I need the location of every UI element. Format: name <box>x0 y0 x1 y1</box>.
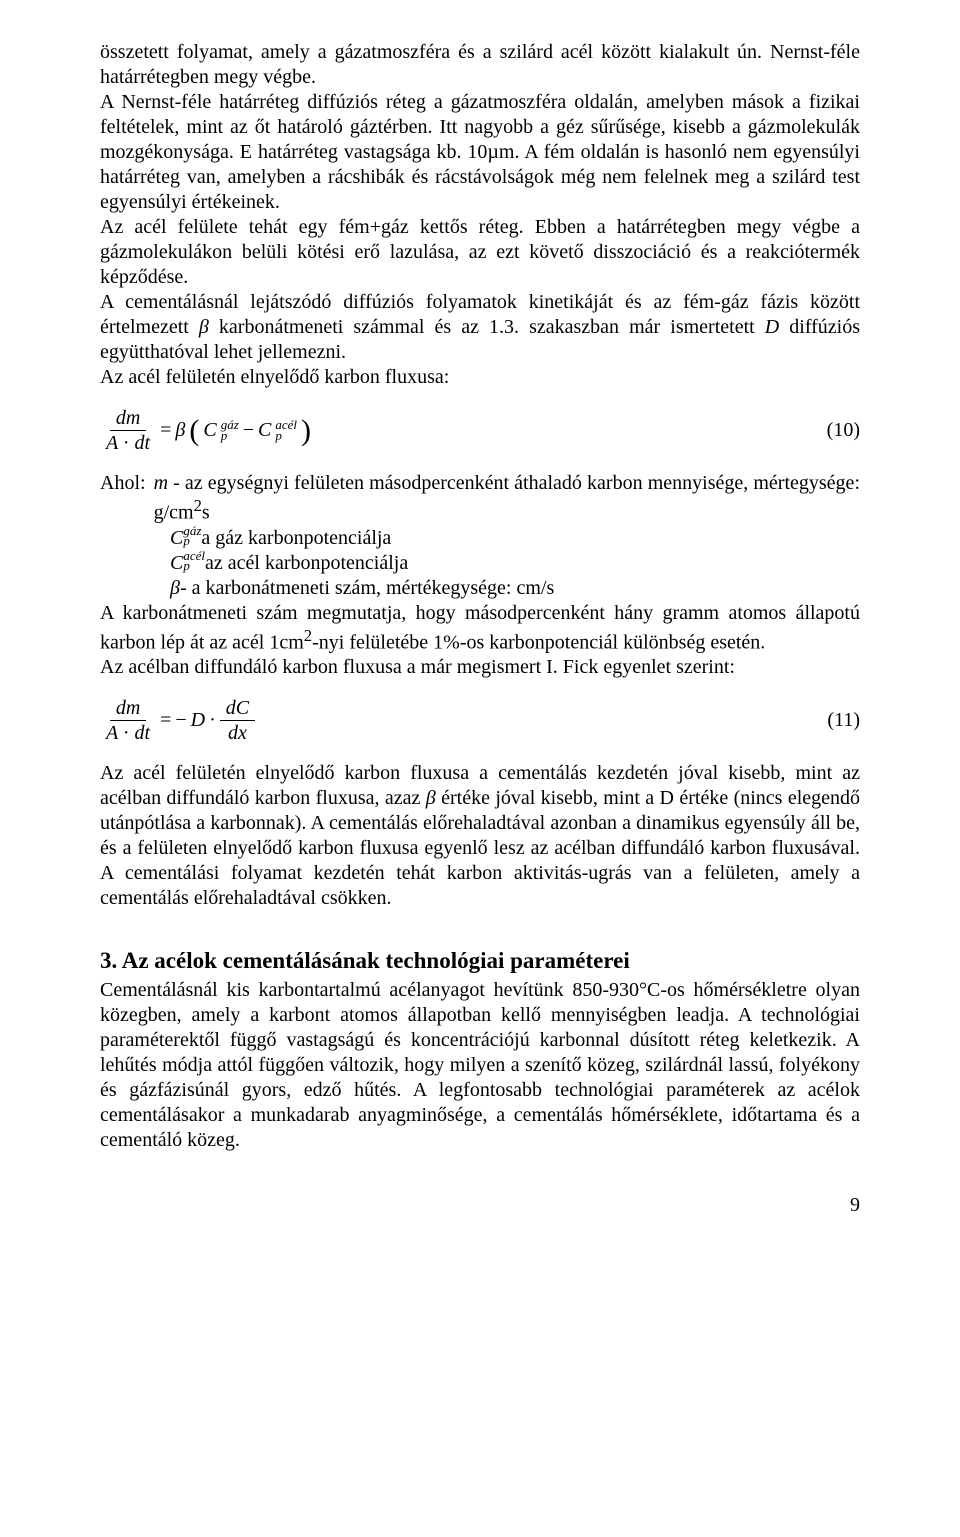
eq10-lparen: ( <box>189 416 199 446</box>
paragraph-6: A karbonátmeneti szám megmutatja, hogy m… <box>100 601 860 656</box>
eq10-den-A: A <box>106 432 118 454</box>
def3-sub: p <box>183 561 205 571</box>
eq10-C1-supsub: gáz p <box>221 420 239 441</box>
eq11-den2: dx <box>222 721 253 743</box>
para8-beta: β <box>426 787 436 809</box>
eq10-number: (10) <box>827 418 860 443</box>
eq11-D: D <box>191 708 205 733</box>
eq11-den1-A: A <box>106 722 118 744</box>
equation-10: dm A · dt = β ( C gáz p − C acél p ) <box>100 408 311 453</box>
beta-symbol: β <box>199 316 209 338</box>
eq11-num1: dm <box>110 698 146 721</box>
def2-supsub: gáz p <box>183 526 201 551</box>
eq10-num: dm <box>110 408 146 431</box>
def2-sub: p <box>183 536 201 546</box>
def-line-4: β - a karbonátmeneti szám, mértékegysége… <box>170 576 860 601</box>
D-symbol: D <box>765 316 779 338</box>
eq10-den-dot: · <box>123 432 130 454</box>
eq10-C2-supsub: acél p <box>275 420 297 441</box>
eq11-lhs-fraction: dm A · dt <box>100 698 156 743</box>
def-line-2: C gáz p a gáz karbonpotenciálja <box>170 526 860 551</box>
def3-supsub: acél p <box>183 551 205 576</box>
paragraph-8: Az acél felületén elnyelődő karbon fluxu… <box>100 761 860 911</box>
paragraph-4: A cementálásnál lejátszódó diffúziós fol… <box>100 290 860 365</box>
def4-beta: β <box>170 576 180 601</box>
page-content: összetett folyamat, amely a gázatmoszfér… <box>0 0 960 1258</box>
def2-C: C <box>170 526 183 551</box>
def-line-1: Ahol: m - az egységnyi felületen másodpe… <box>100 471 860 526</box>
def-1: m - az egységnyi felületen másodpercenké… <box>154 471 860 526</box>
def4-text: - a karbonátmeneti szám, mértékegysége: … <box>180 576 554 601</box>
equation-11-row: dm A · dt = − D · dC dx (11) <box>100 698 860 743</box>
paragraph-5: Az acél felületén elnyelődő karbon fluxu… <box>100 365 860 390</box>
eq10-rparen: ) <box>301 416 311 446</box>
paragraph-9: Cementálásnál kis karbontartalmú acélany… <box>100 978 860 1153</box>
eq10-den: A · dt <box>100 431 156 453</box>
eq11-minus: − <box>175 708 186 733</box>
def1-s: s <box>202 502 210 524</box>
paragraph-1: összetett folyamat, amely a gázatmoszfér… <box>100 40 860 90</box>
eq11-rhs-fraction: dC dx <box>220 698 255 743</box>
def-line-3: C acél p az acél karbonpotenciálja <box>170 551 860 576</box>
def1-sup: 2 <box>194 496 202 515</box>
section-3-heading: 3. Az acélok cementálásának technológiai… <box>100 947 860 976</box>
eq10-C1: C <box>203 418 216 443</box>
paragraph-3: Az acél felülete tehát egy fém+gáz kettő… <box>100 215 860 290</box>
eq11-number: (11) <box>827 708 860 733</box>
eq11-num2: dC <box>220 698 255 721</box>
definitions-block: Ahol: m - az egységnyi felületen másodpe… <box>100 471 860 601</box>
paragraph-4b: karbonátmeneti számmal és az 1.3. szakas… <box>209 316 765 338</box>
eq10-minus: − <box>243 418 254 443</box>
equation-11: dm A · dt = − D · dC dx <box>100 698 255 743</box>
eq10-lhs-fraction: dm A · dt <box>100 408 156 453</box>
def3-C: C <box>170 551 183 576</box>
para6b: -nyi felületébe 1%-os karbonpotenciál kü… <box>312 631 765 653</box>
eq11-den1-dt: dt <box>135 722 151 744</box>
page-number: 9 <box>100 1193 860 1218</box>
para6-sup: 2 <box>304 626 312 645</box>
eq10-C2-sub: p <box>275 431 297 441</box>
eq10-equals: = <box>160 418 171 443</box>
eq11-equals: = <box>160 708 171 733</box>
eq11-den1: A · dt <box>100 721 156 743</box>
eq10-C2: C <box>258 418 271 443</box>
eq10-beta: β <box>175 418 185 443</box>
def-intro-label: Ahol: <box>100 471 154 526</box>
def1-m: m <box>154 472 174 494</box>
paragraph-7: Az acélban diffundáló karbon fluxusa a m… <box>100 655 860 680</box>
def3-text: az acél karbonpotenciálja <box>205 551 408 576</box>
def2-text: a gáz karbonpotenciálja <box>201 526 391 551</box>
def1-text: - az egységnyi felületen másodpercenként… <box>154 472 860 524</box>
equation-10-row: dm A · dt = β ( C gáz p − C acél p ) <box>100 408 860 453</box>
paragraph-2: A Nernst-féle határréteg diffúziós réteg… <box>100 90 860 215</box>
eq11-dot: · <box>209 708 216 733</box>
eq10-den-dt: dt <box>135 432 151 454</box>
eq10-C1-sub: p <box>221 431 239 441</box>
eq11-den1-dot: · <box>123 722 130 744</box>
